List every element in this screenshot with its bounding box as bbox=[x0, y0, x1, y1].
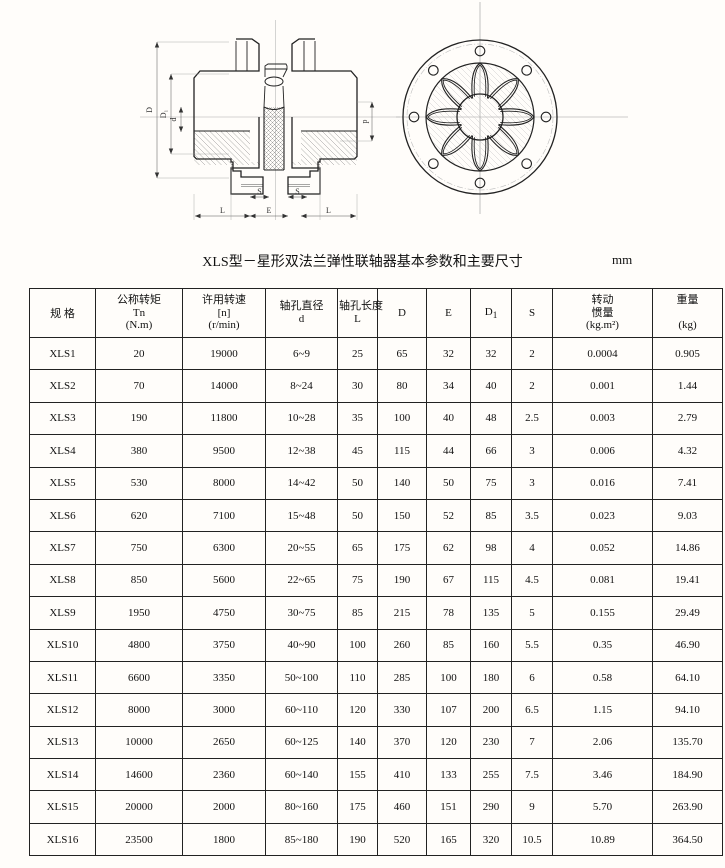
svg-text:E: E bbox=[267, 206, 272, 215]
svg-text:D₁: D₁ bbox=[159, 110, 168, 119]
svg-text:p: p bbox=[360, 120, 369, 124]
svg-text:D: D bbox=[145, 107, 154, 113]
svg-text:L: L bbox=[326, 206, 331, 215]
svg-text:d: d bbox=[169, 118, 178, 122]
svg-text:L: L bbox=[220, 206, 225, 215]
svg-text:S: S bbox=[257, 187, 261, 196]
svg-text:S: S bbox=[295, 187, 299, 196]
